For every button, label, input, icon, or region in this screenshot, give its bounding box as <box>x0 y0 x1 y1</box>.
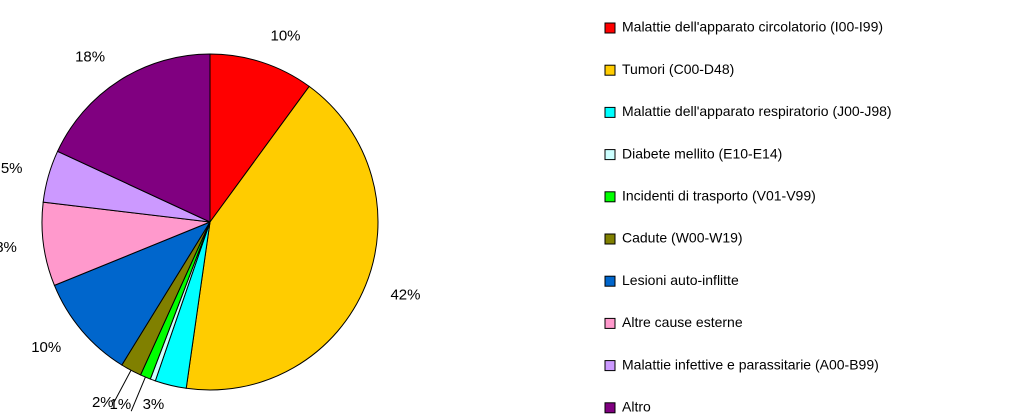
legend-swatch <box>604 275 616 287</box>
leader-line <box>130 376 146 412</box>
data-label: 42% <box>390 286 420 303</box>
legend-label: Malattie dell'apparato circolatorio (I00… <box>622 19 883 35</box>
legend-swatch <box>604 402 616 414</box>
legend-label: Lesioni auto-inflitte <box>622 272 739 288</box>
data-label: 2% <box>92 394 114 411</box>
data-label: 10% <box>271 28 301 45</box>
data-label: 10% <box>31 339 61 356</box>
pie-slice <box>209 53 310 224</box>
data-label: 18% <box>75 49 105 66</box>
pie-slice <box>56 53 211 223</box>
legend-swatch <box>604 106 616 118</box>
legend-label: Tumori (C00-D48) <box>622 61 734 77</box>
leader-line <box>113 370 132 404</box>
legend-swatch <box>604 64 616 76</box>
legend-label: Malattie dell'apparato respiratorio (J00… <box>622 103 892 119</box>
legend-swatch <box>604 149 616 161</box>
legend-label: Altro <box>622 399 651 414</box>
legend-swatch <box>604 317 616 329</box>
data-label: 8% <box>0 239 17 256</box>
legend-label: Incidenti di trasporto (V01-V99) <box>622 188 816 204</box>
data-label: 5% <box>1 160 23 177</box>
legend-swatch <box>604 22 616 34</box>
pie-slice <box>185 85 379 391</box>
pie-slice <box>53 220 212 366</box>
legend-swatch <box>604 360 616 372</box>
legend-label: Cadute (W00-W19) <box>622 230 743 246</box>
legend-label: Malattie infettive e parassitarie (A00-B… <box>622 356 879 372</box>
legend-label: Altre cause esterne <box>622 314 743 330</box>
legend-label: Diabete mellito (E10-E14) <box>622 145 782 161</box>
data-label: 3% <box>143 396 165 413</box>
legend-swatch <box>604 191 616 203</box>
legend-swatch <box>604 233 616 245</box>
